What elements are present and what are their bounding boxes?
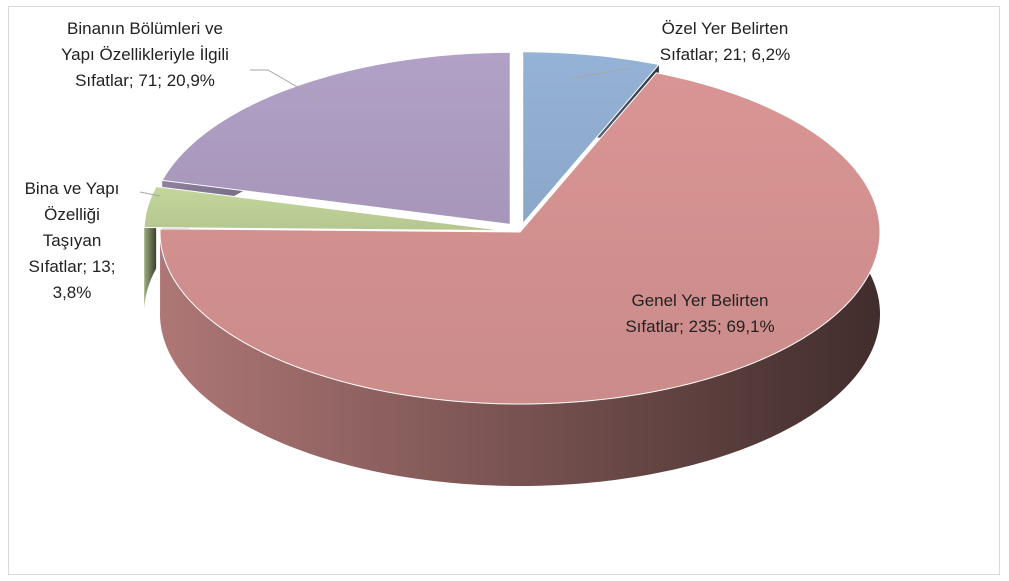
slice [161,51,511,225]
slice-side [160,72,880,486]
slice [159,72,881,405]
data-label: Binanın Bölümleri ve Yapı Özellikleriyle… [61,19,229,90]
leader-line [139,191,161,197]
slice [522,51,660,226]
slice [143,186,505,232]
leader-line [571,67,631,79]
leader-line [250,69,321,101]
data-label: Bina ve Yapı Özelliği Taşıyan Sıfatlar; … [24,179,120,302]
data-label: Genel Yer Belirten Sıfatlar; 235; 69,1% [625,291,775,336]
data-label: Özel Yer Belirten Sıfatlar; 21; 6,2% [659,19,791,64]
